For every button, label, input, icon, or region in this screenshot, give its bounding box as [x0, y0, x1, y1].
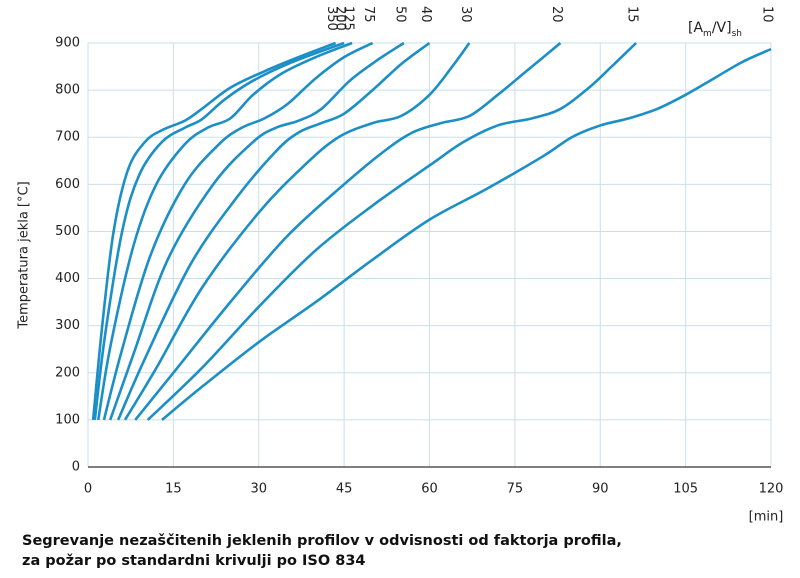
- caption-line: Segrevanje nezaščitenih jeklenih profilo…: [22, 533, 622, 549]
- series-label: 200: [333, 6, 348, 31]
- series-label: 350: [324, 6, 339, 31]
- x-tick-label: 30: [250, 482, 267, 497]
- x-tick-label: 0: [84, 482, 92, 497]
- series-line: [91, 41, 337, 421]
- y-tick-label: 600: [55, 177, 80, 192]
- y-tick-label: 700: [55, 130, 80, 145]
- x-tick-label: 15: [165, 482, 182, 497]
- series-line: [134, 41, 562, 421]
- series-line: [96, 41, 353, 421]
- y-tick-label: 300: [55, 318, 80, 333]
- y-tick-label: 900: [55, 36, 80, 51]
- caption-line: za požar po standardni krivulji po ISO 8…: [22, 553, 366, 569]
- series-label: 30: [458, 6, 473, 23]
- series-line: [161, 47, 772, 421]
- series-label: 20: [549, 6, 564, 23]
- series-line: [93, 41, 345, 421]
- legend-title: [Am/V]sh: [688, 20, 742, 39]
- x-axis-label: [min]: [749, 510, 784, 525]
- x-tick-label: 60: [421, 482, 438, 497]
- series-line: [116, 41, 431, 421]
- x-tick-label: 120: [759, 482, 784, 497]
- series-label: 50: [392, 6, 407, 23]
- legend-title-part: [A: [688, 20, 703, 36]
- series-line: [146, 42, 638, 421]
- y-tick-label: 200: [55, 365, 80, 380]
- y-tick-label: 500: [55, 224, 80, 239]
- x-tick-label: 45: [336, 482, 353, 497]
- series-label: 75: [361, 6, 376, 23]
- series-label: 40: [418, 6, 433, 23]
- y-axis-label: Temperatura jekla [°C]: [17, 181, 32, 329]
- series-label: 10: [760, 6, 775, 23]
- legend-title-part: m: [703, 29, 712, 39]
- series-label: 15: [625, 6, 640, 23]
- y-tick-label: 800: [55, 83, 80, 98]
- x-tick-label: 90: [592, 482, 609, 497]
- legend-title-part: sh: [732, 29, 742, 39]
- x-tick-label: 105: [673, 482, 698, 497]
- series-label: 125: [341, 6, 356, 31]
- series-line: [108, 41, 405, 421]
- x-tick-label: 75: [507, 482, 524, 497]
- series-line: [102, 41, 374, 421]
- series-line: [123, 42, 471, 421]
- legend-title-part: /V]: [712, 20, 732, 36]
- y-tick-label: 100: [55, 412, 80, 427]
- y-tick-label: 400: [55, 271, 80, 286]
- y-tick-label: 0: [72, 460, 80, 475]
